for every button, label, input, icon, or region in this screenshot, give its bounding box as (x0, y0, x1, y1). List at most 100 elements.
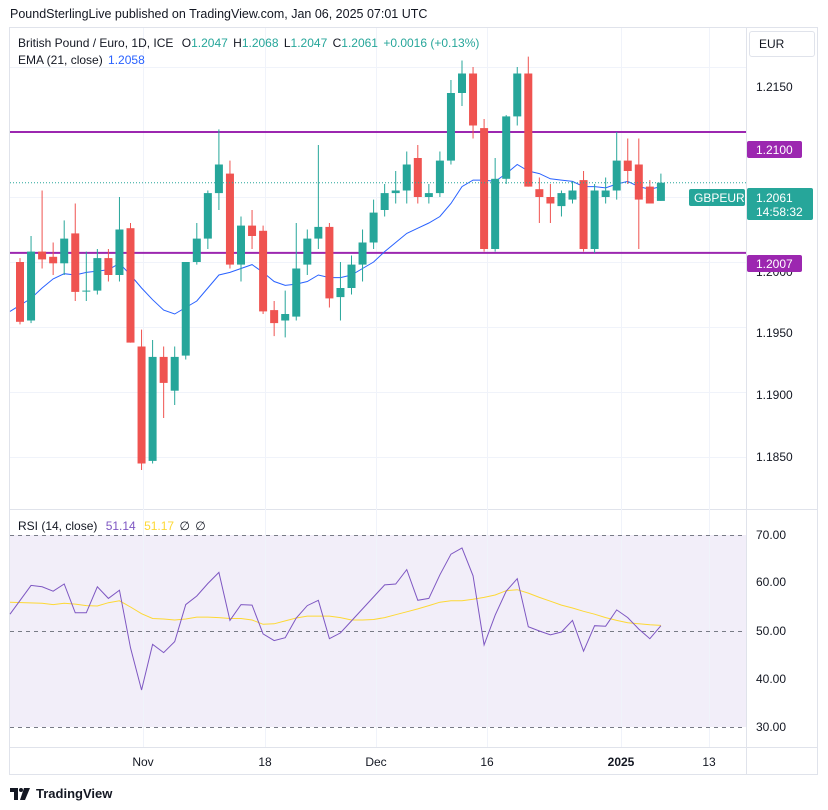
price-tick: 1.1900 (756, 388, 793, 402)
candle-body (458, 73, 466, 93)
ohlc-close-label: C (332, 36, 342, 50)
candle-body (435, 160, 444, 194)
candle-body (16, 262, 24, 322)
candle-body (413, 158, 422, 197)
time-tick: Nov (132, 755, 153, 769)
candle-body (524, 73, 533, 187)
candle-body (325, 226, 334, 299)
candle-body (612, 160, 621, 191)
candle-body (336, 288, 345, 298)
candle-body (303, 238, 312, 265)
candle-body (27, 251, 36, 321)
candle-body (137, 346, 146, 464)
time-axis: Nov 18 Dec 16 2025 13 (132, 755, 716, 769)
candle-body (557, 193, 566, 207)
price-tick: 1.1850 (756, 450, 793, 464)
main-legend: British Pound / Euro, 1D, ICE O1.2047 H1… (18, 36, 481, 50)
candle-body (535, 189, 544, 197)
candle-body (148, 356, 157, 461)
ohlc-open: 1.2047 (191, 36, 228, 50)
candle-body (82, 290, 91, 292)
candle-body (491, 178, 500, 249)
price-tick: 1.2150 (756, 80, 793, 94)
current-price-tag: GBPEUR 1.2061 14:58:32 (689, 188, 813, 220)
rsi-tick: 30.00 (756, 720, 786, 734)
ohlc-close: 1.2061 (341, 36, 378, 50)
candle-body (590, 190, 599, 249)
candle-body (93, 258, 102, 291)
ohlc-high: 1.2068 (241, 36, 279, 50)
level-tag-lower-label: 1.2007 (756, 257, 793, 271)
candle-body (115, 229, 124, 275)
level-tag-upper-label: 1.2100 (756, 143, 793, 157)
rsi-tick: 70.00 (756, 528, 786, 542)
tradingview-logo-icon (10, 787, 30, 800)
candle-body (347, 264, 356, 288)
candle-body (402, 164, 411, 191)
ema-line (9, 163, 662, 315)
candle-body (601, 190, 610, 197)
time-tick: 2025 (608, 755, 635, 769)
rsi-axis: 70.00 60.00 50.00 40.00 30.00 (756, 528, 786, 734)
ohlc-high-label: H (233, 36, 242, 50)
rsi-tick: 50.00 (756, 624, 786, 638)
candle-body (502, 116, 511, 179)
candle-body (480, 128, 489, 249)
time-tick: 18 (258, 755, 272, 769)
candle-body (314, 226, 323, 239)
symbol-tag-label: GBPEUR (694, 191, 745, 205)
rsi-legend: RSI (14, close) 51.14 51.17 ∅ ∅ (18, 519, 208, 533)
candle-body (248, 225, 257, 236)
ohlc-low: 1.2047 (290, 36, 328, 50)
rsi-extra-1: ∅ (179, 519, 190, 533)
rsi-extra-2: ∅ (195, 519, 206, 533)
rsi-label[interactable]: RSI (14, close) (18, 519, 98, 533)
candle-body (369, 212, 378, 243)
level-tag-upper: 1.2100 (747, 141, 802, 158)
time-tick: 16 (480, 755, 494, 769)
symbol-title[interactable]: British Pound / Euro, 1D, ICE (18, 36, 174, 50)
candle-body (192, 238, 201, 262)
candle-body (568, 190, 577, 200)
price-tag-value: 1.2061 (756, 191, 793, 205)
candle-body (424, 193, 433, 197)
candle-body (358, 242, 367, 265)
candle-body (71, 233, 80, 292)
rsi-tick: 60.00 (756, 575, 786, 589)
price-tick: 1.1950 (756, 326, 793, 340)
ohlc-change: +0.0016 (+0.13%) (383, 36, 480, 50)
candle-body (159, 356, 168, 383)
candle-body (546, 197, 555, 204)
candle-body (126, 228, 135, 343)
candle-body (203, 193, 212, 239)
candles (16, 56, 665, 470)
candle-body (469, 73, 478, 126)
footer-brand[interactable]: TradingView (10, 786, 112, 801)
candle-body (579, 180, 588, 249)
candle-body (623, 160, 632, 171)
rsi-level-lines (10, 535, 746, 728)
rsi-ma-line (9, 589, 661, 626)
candle-body (237, 225, 245, 265)
candle-body (656, 182, 665, 201)
ohlc-low-label: L (283, 36, 291, 50)
ema-value: 1.2058 (108, 53, 145, 67)
candle-body (60, 238, 69, 264)
candle-body (38, 251, 47, 260)
ema-label[interactable]: EMA (21, close) (18, 53, 103, 67)
candle-body (181, 262, 190, 356)
candle-body (214, 164, 223, 194)
candle-body (270, 310, 279, 324)
rsi-ma-value: 51.17 (144, 519, 175, 533)
candle-body (259, 230, 268, 312)
chart-frame (9, 27, 818, 775)
footer-brand-name: TradingView (36, 786, 113, 801)
currency-button[interactable]: EUR (749, 31, 815, 57)
ema-legend: EMA (21, close) 1.2058 (18, 53, 147, 67)
candle-body (281, 314, 290, 321)
rsi-tick: 40.00 (756, 672, 786, 686)
candle-body (225, 173, 234, 265)
rsi-line (9, 547, 662, 691)
level-tag-lower: 1.2007 (747, 255, 802, 272)
